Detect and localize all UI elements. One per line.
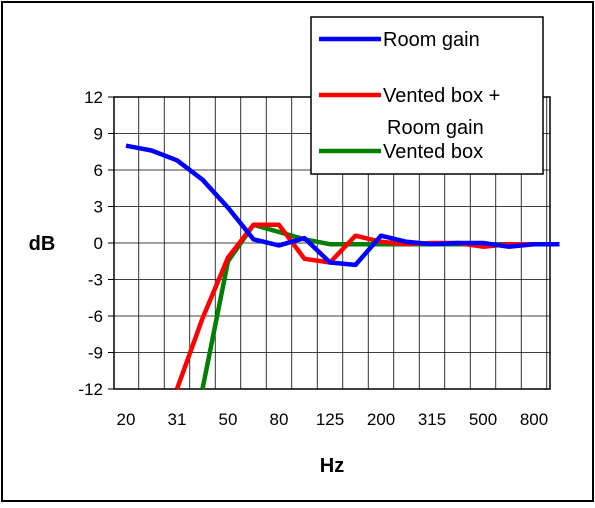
x-tick-label: 200 (367, 410, 395, 429)
x-tick-label: 50 (219, 410, 238, 429)
series-line-vented-box-room-gain (174, 222, 534, 390)
series-lines (125, 143, 560, 390)
y-tick-label: -3 (88, 271, 103, 290)
y-tick-label: 6 (94, 161, 103, 180)
x-tick-label: 315 (418, 410, 446, 429)
x-axis-label: Hz (320, 455, 344, 477)
x-tick-label: 31 (168, 410, 187, 429)
y-tick-label: -6 (88, 307, 103, 326)
legend: Room gain Vented box + Room gain Vented … (310, 16, 544, 175)
x-tick-label: 125 (316, 410, 344, 429)
y-tick-label: -9 (88, 344, 103, 363)
y-tick-label: 12 (84, 88, 103, 107)
x-tick-label: 800 (520, 410, 548, 429)
x-axis-ticks: 20 31 50 80 125 200 315 500 800 (117, 410, 549, 429)
y-tick-label: 9 (94, 125, 103, 144)
x-tick-label: 80 (270, 410, 289, 429)
y-tick-label: -12 (78, 380, 103, 399)
x-tick-label: 500 (469, 410, 497, 429)
legend-label-vented-plus-room-line1: Vented box + (383, 85, 500, 107)
x-tick-label: 20 (117, 410, 136, 429)
legend-label-vented-box: Vented box (383, 141, 483, 163)
legend-label-vented-plus-room-line2: Room gain (387, 117, 484, 139)
series-line-room-gain (125, 143, 560, 268)
y-tick-label: 0 (94, 234, 103, 253)
legend-label-room-gain: Room gain (383, 29, 480, 51)
y-axis-ticks: 12 9 6 3 0 -3 -6 -9 -12 (78, 88, 114, 399)
y-axis-label: dB (29, 233, 56, 255)
y-tick-label: 3 (94, 198, 103, 217)
